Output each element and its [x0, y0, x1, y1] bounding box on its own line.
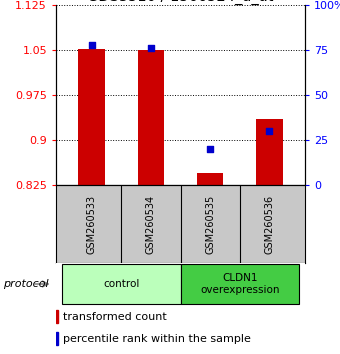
FancyBboxPatch shape	[181, 264, 299, 304]
Text: transformed count: transformed count	[63, 312, 166, 322]
Text: GSM260535: GSM260535	[205, 194, 215, 253]
Text: GSM260533: GSM260533	[87, 194, 97, 253]
Bar	[78, 49, 105, 185]
Text: control: control	[103, 279, 139, 289]
Bar	[256, 119, 283, 185]
Title: GDS3510 / 1566524_a_at: GDS3510 / 1566524_a_at	[87, 0, 274, 5]
Bar	[197, 173, 223, 185]
Bar	[56, 332, 57, 346]
Point	[89, 42, 94, 47]
Point	[207, 146, 213, 152]
Bar	[137, 50, 164, 185]
Point	[148, 45, 154, 51]
Text: GSM260534: GSM260534	[146, 194, 156, 253]
FancyBboxPatch shape	[62, 264, 181, 304]
Text: protocol: protocol	[3, 279, 49, 289]
Text: CLDN1
overexpression: CLDN1 overexpression	[200, 273, 279, 295]
Text: percentile rank within the sample: percentile rank within the sample	[63, 334, 250, 344]
Bar	[56, 310, 57, 324]
Point	[267, 128, 272, 134]
Text: GSM260536: GSM260536	[265, 194, 274, 253]
